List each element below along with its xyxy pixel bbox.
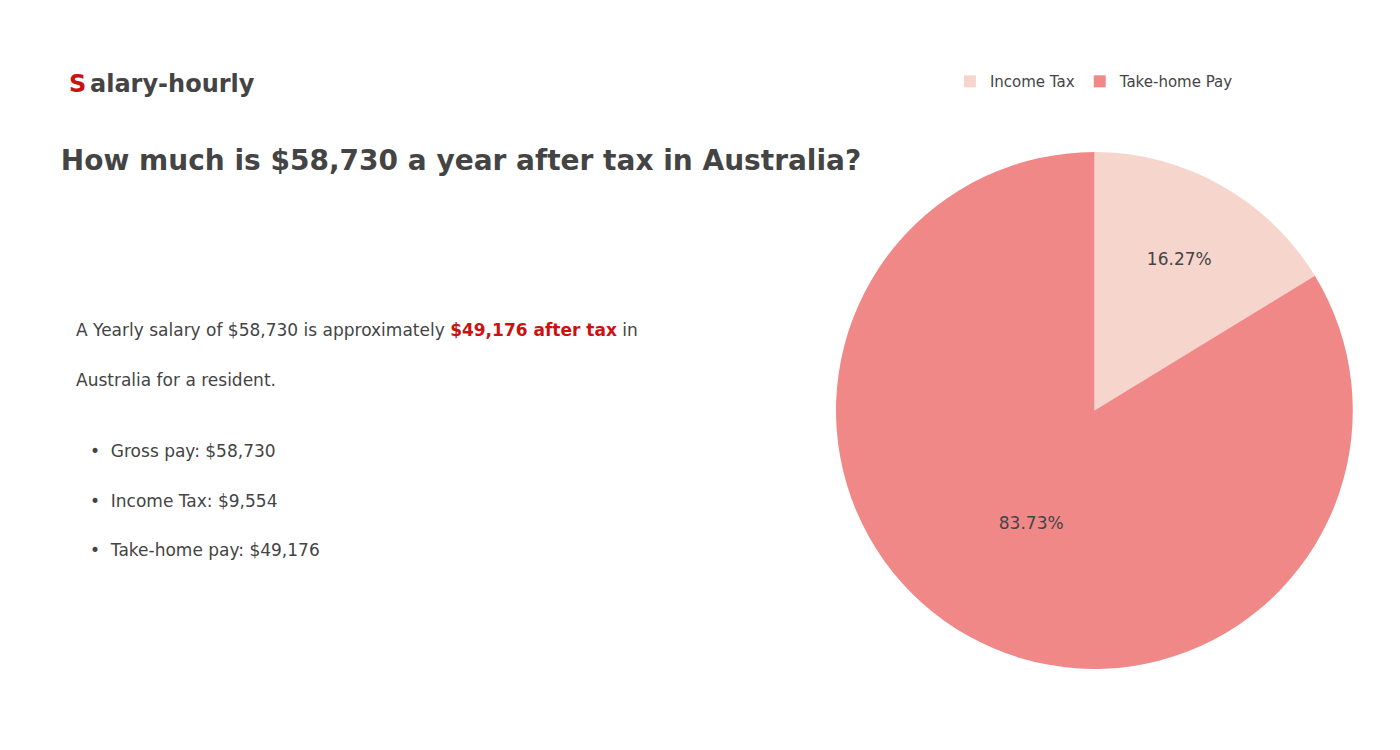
svg-text:16.27%: 16.27% — [1147, 249, 1212, 269]
svg-text:• Income Tax: $9,554: • Income Tax: $9,554 — [90, 491, 277, 511]
svg-text:A Yearly salary of $58,730 is: A Yearly salary of $58,730 is approximat… — [76, 320, 638, 340]
svg-text:Australia for a resident.: Australia for a resident. — [76, 370, 276, 390]
svg-text:S: S — [69, 70, 86, 98]
svg-text:alary-hourly: alary-hourly — [90, 70, 255, 98]
svg-text:How much is $58,730 a year aft: How much is $58,730 a year after tax in … — [61, 144, 861, 177]
svg-text:83.73%: 83.73% — [999, 513, 1064, 533]
svg-text:Income Tax: Income Tax — [990, 73, 1075, 91]
svg-text:• Gross pay: $58,730: • Gross pay: $58,730 — [90, 441, 276, 461]
svg-text:• Take-home pay: $49,176: • Take-home pay: $49,176 — [90, 540, 320, 560]
svg-text:Take-home Pay: Take-home Pay — [1119, 73, 1233, 91]
